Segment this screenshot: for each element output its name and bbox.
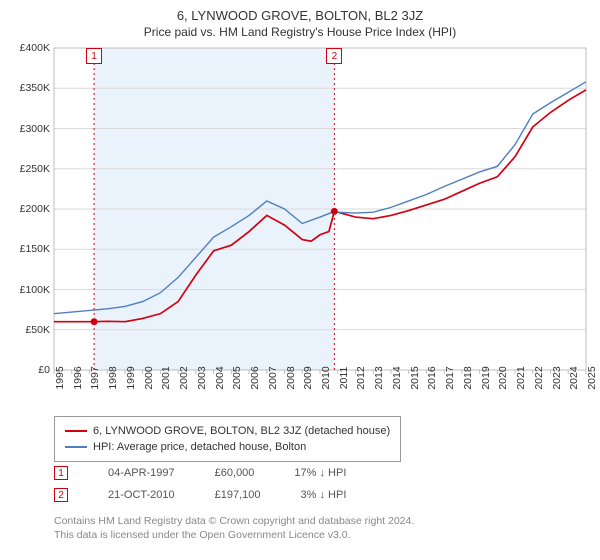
events-table: 1 04-APR-1997 £60,000 17% ↓ HPI 2 21-OCT… bbox=[54, 462, 346, 506]
x-tick-label: 2004 bbox=[214, 366, 226, 389]
x-tick-label: 2006 bbox=[249, 366, 261, 389]
x-tick-label: 1999 bbox=[125, 366, 137, 389]
event-marker-bubble: 1 bbox=[86, 48, 102, 64]
x-tick-label: 1995 bbox=[54, 366, 66, 389]
x-tick-label: 2014 bbox=[391, 366, 403, 389]
y-tick-label: £100K bbox=[8, 284, 50, 296]
x-tick-label: 1998 bbox=[107, 366, 119, 389]
x-tick-label: 2023 bbox=[551, 366, 563, 389]
x-tick-label: 2012 bbox=[355, 366, 367, 389]
event-date: 04-APR-1997 bbox=[108, 467, 175, 479]
x-tick-label: 2001 bbox=[160, 366, 172, 389]
event-delta: 3% ↓ HPI bbox=[301, 489, 347, 501]
y-tick-label: £400K bbox=[8, 42, 50, 54]
y-tick-label: £0 bbox=[8, 364, 50, 376]
y-tick-label: £50K bbox=[8, 324, 50, 336]
x-tick-label: 2020 bbox=[497, 366, 509, 389]
license-text: Contains HM Land Registry data © Crown c… bbox=[54, 514, 414, 542]
legend-swatch bbox=[65, 430, 87, 432]
event-number-badge: 1 bbox=[54, 466, 68, 480]
license-line: Contains HM Land Registry data © Crown c… bbox=[54, 514, 414, 528]
x-tick-label: 1996 bbox=[72, 366, 84, 389]
x-tick-label: 2010 bbox=[320, 366, 332, 389]
y-tick-label: £200K bbox=[8, 203, 50, 215]
x-tick-label: 2018 bbox=[462, 366, 474, 389]
event-price: £60,000 bbox=[215, 467, 255, 479]
x-tick-label: 2019 bbox=[480, 366, 492, 389]
y-tick-label: £350K bbox=[8, 82, 50, 94]
x-tick-label: 2015 bbox=[409, 366, 421, 389]
x-tick-label: 2021 bbox=[515, 366, 527, 389]
x-tick-label: 2017 bbox=[444, 366, 456, 389]
event-price: £197,100 bbox=[215, 489, 261, 501]
x-tick-label: 2024 bbox=[568, 366, 580, 389]
x-tick-label: 2016 bbox=[426, 366, 438, 389]
legend-item: HPI: Average price, detached house, Bolt… bbox=[65, 439, 390, 455]
event-delta: 17% ↓ HPI bbox=[294, 467, 346, 479]
y-tick-label: £250K bbox=[8, 163, 50, 175]
event-marker-bubble: 2 bbox=[326, 48, 342, 64]
x-tick-label: 2009 bbox=[302, 366, 314, 389]
legend-label: HPI: Average price, detached house, Bolt… bbox=[93, 441, 306, 453]
legend: 6, LYNWOOD GROVE, BOLTON, BL2 3JZ (detac… bbox=[54, 416, 401, 462]
event-number-badge: 2 bbox=[54, 488, 68, 502]
x-tick-label: 2002 bbox=[178, 366, 190, 389]
license-line: This data is licensed under the Open Gov… bbox=[54, 528, 414, 542]
x-tick-label: 2000 bbox=[143, 366, 155, 389]
y-tick-label: £150K bbox=[8, 243, 50, 255]
x-tick-label: 2025 bbox=[586, 366, 598, 389]
legend-label: 6, LYNWOOD GROVE, BOLTON, BL2 3JZ (detac… bbox=[93, 425, 390, 437]
x-tick-label: 2003 bbox=[196, 366, 208, 389]
x-tick-label: 2013 bbox=[373, 366, 385, 389]
x-tick-label: 1997 bbox=[89, 366, 101, 389]
x-tick-label: 2011 bbox=[338, 367, 350, 390]
x-tick-label: 2008 bbox=[285, 366, 297, 389]
x-tick-label: 2022 bbox=[533, 366, 545, 389]
x-tick-label: 2005 bbox=[231, 366, 243, 389]
x-tick-label: 2007 bbox=[267, 366, 279, 389]
event-date: 21-OCT-2010 bbox=[108, 489, 175, 501]
legend-swatch bbox=[65, 446, 87, 448]
event-row: 2 21-OCT-2010 £197,100 3% ↓ HPI bbox=[54, 484, 346, 506]
y-tick-label: £300K bbox=[8, 123, 50, 135]
legend-item: 6, LYNWOOD GROVE, BOLTON, BL2 3JZ (detac… bbox=[65, 423, 390, 439]
event-row: 1 04-APR-1997 £60,000 17% ↓ HPI bbox=[54, 462, 346, 484]
